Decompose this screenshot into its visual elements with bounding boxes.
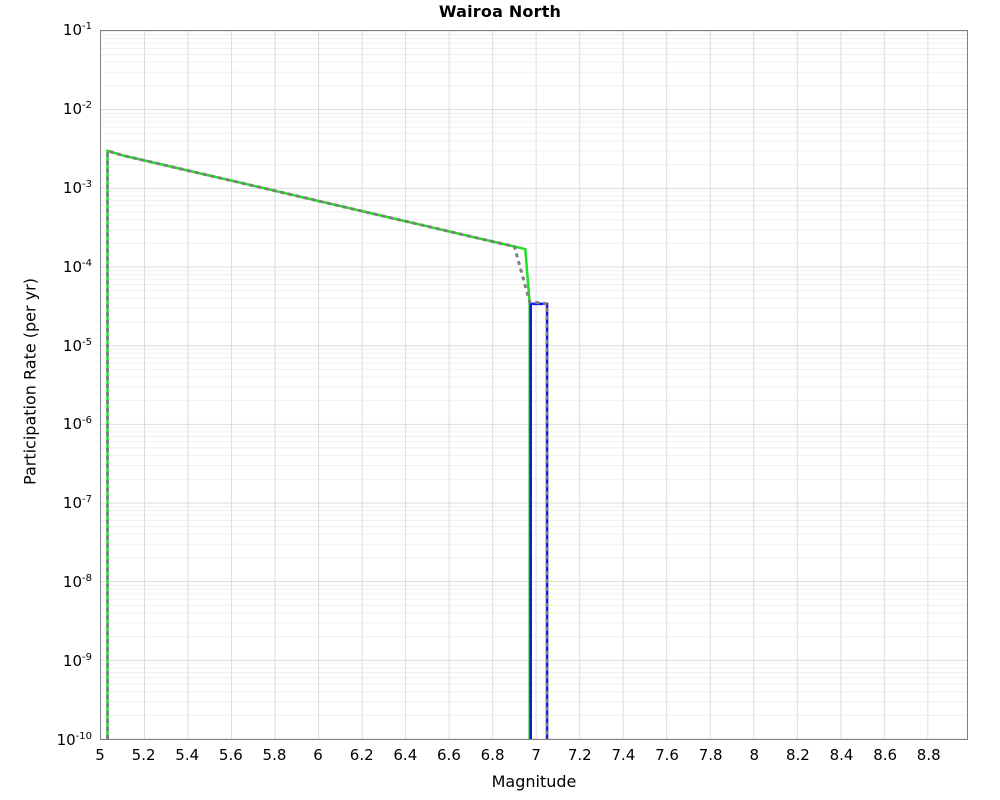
x-tick-label: 8.2 bbox=[785, 746, 810, 764]
y-axis-title: Participation Rate (per yr) bbox=[20, 278, 40, 485]
x-tick-label: 7.2 bbox=[567, 746, 592, 764]
x-tick-label: 5.2 bbox=[131, 746, 156, 764]
x-tick-label: 8 bbox=[749, 746, 760, 764]
blue-participation-curve bbox=[529, 302, 549, 739]
plot-area bbox=[100, 30, 968, 740]
x-tick-label: 5.8 bbox=[262, 746, 287, 764]
green-participation-curve bbox=[106, 149, 531, 739]
x-tick-label: 6.4 bbox=[393, 746, 418, 764]
x-tick-label: 8.8 bbox=[916, 746, 941, 764]
y-tick-label: 10-1 bbox=[62, 21, 92, 39]
x-tick-label: 7.4 bbox=[611, 746, 636, 764]
x-tick-label: 6 bbox=[313, 746, 323, 764]
x-tick-label: 6.2 bbox=[349, 746, 374, 764]
y-tick-label: 10-7 bbox=[62, 494, 92, 513]
y-tick-label: 10-10 bbox=[56, 731, 92, 749]
x-tick-label: 5 bbox=[95, 746, 105, 764]
x-tick-label: 6.6 bbox=[437, 746, 461, 764]
x-tick-label: 5.4 bbox=[175, 746, 200, 764]
data-series-layer bbox=[106, 148, 549, 739]
x-tick-label: 8.6 bbox=[873, 746, 898, 764]
x-tick-label: 6.8 bbox=[480, 746, 505, 764]
x-tick-label: 5.6 bbox=[218, 746, 243, 764]
x-tick-label: 7 bbox=[531, 746, 541, 764]
y-tick-label: 10-4 bbox=[62, 257, 92, 276]
y-tick-label: 10-2 bbox=[62, 99, 92, 118]
y-tick-label: 10-5 bbox=[62, 336, 92, 355]
y-tick-label: 10-8 bbox=[62, 573, 92, 592]
y-tick-label: 10-3 bbox=[62, 178, 92, 197]
x-tick-label: 7.6 bbox=[655, 746, 679, 764]
chart-title: Wairoa North bbox=[438, 2, 562, 21]
gridlines bbox=[101, 31, 967, 739]
x-axis-title: Magnitude bbox=[491, 772, 577, 791]
x-tick-label: 8.4 bbox=[829, 746, 854, 764]
y-tick-label: 10-6 bbox=[62, 415, 92, 434]
x-tick-label: 7.8 bbox=[698, 746, 723, 764]
y-tick-label: 10-9 bbox=[62, 652, 92, 671]
